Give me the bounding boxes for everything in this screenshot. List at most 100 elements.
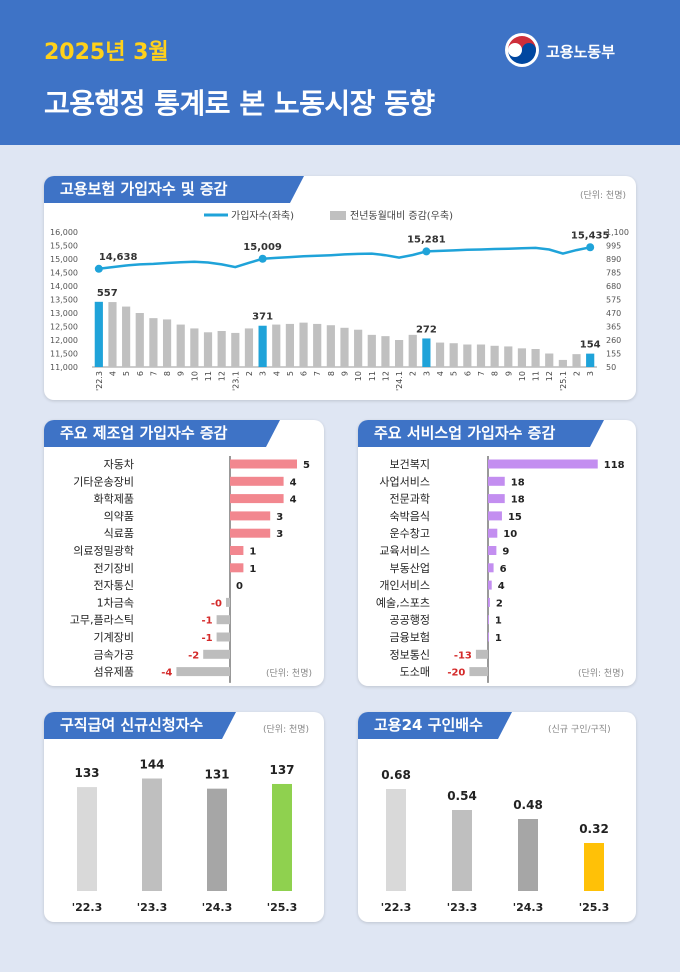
left-axis-tick: 15,500 (50, 242, 78, 251)
line-point (586, 243, 595, 252)
bar (217, 331, 226, 367)
bar (545, 353, 554, 367)
right-axis-tick: 680 (606, 282, 621, 291)
x-tick-label: 6 (136, 371, 145, 376)
manufacturing-chart: 자동차 5 기타운송장비 4 화학제품 4 의약품 3 식료품 3 의료정밀광학 1 전기장비 1 전자통신… (70, 456, 310, 683)
x-tick-label: '23.3 (137, 901, 168, 914)
x-tick-label: 12 (218, 371, 227, 381)
bar (395, 340, 404, 367)
bar (381, 336, 390, 367)
bar (272, 324, 281, 367)
value-label: 4 (290, 477, 297, 488)
left-axis-tick: 11,000 (50, 363, 78, 372)
bar (272, 783, 292, 891)
bar (203, 332, 213, 367)
insurance-panel-title: 고용보험 가입자수 및 증감 (44, 176, 304, 203)
value-label: 6 (500, 564, 507, 575)
bar (135, 313, 144, 367)
bar (162, 319, 172, 367)
value-label: 2 (496, 598, 503, 609)
value-label: -13 (454, 650, 472, 661)
x-tick-label: 7 (477, 371, 486, 376)
bar (230, 563, 244, 573)
x-tick-label: '23.3 (447, 901, 478, 914)
category-label: 개인서비스 (379, 579, 430, 592)
value-label: -2 (188, 650, 199, 661)
bar (469, 667, 488, 677)
bar (408, 334, 417, 367)
category-label: 운수창고 (390, 527, 430, 540)
bar (231, 332, 240, 367)
value-label: 0.68 (381, 768, 411, 782)
x-tick-label: 5 (450, 371, 459, 376)
category-label: 고무,플라스틱 (70, 614, 134, 627)
value-label: 1 (249, 547, 256, 558)
value-label: 1 (249, 564, 256, 575)
x-tick-label: 5 (286, 371, 295, 376)
value-label: 4 (290, 495, 297, 506)
left-axis-tick: 16,000 (50, 228, 78, 237)
bar (367, 334, 376, 367)
line-point (422, 247, 431, 256)
value-label: 3 (276, 512, 283, 523)
ministry-name: 고용노동부 (546, 43, 616, 61)
line-value-label: 15,435 (571, 230, 610, 241)
value-label: 15 (508, 512, 522, 523)
category-label: 1차금속 (97, 596, 134, 609)
bar (258, 325, 267, 367)
line-value-label: 15,281 (407, 234, 446, 245)
left-axis-tick: 11,500 (50, 350, 78, 359)
x-tick-label: 3 (422, 371, 431, 376)
value-label: 9 (502, 547, 509, 558)
left-axis-tick: 12,500 (50, 323, 78, 332)
x-tick-label: '25.3 (579, 901, 610, 914)
bar (230, 476, 284, 486)
bar (422, 338, 431, 367)
category-label: 전기장비 (94, 562, 134, 575)
left-axis-tick: 13,500 (50, 296, 78, 305)
x-tick-label: 6 (300, 371, 309, 376)
right-axis-tick: 365 (606, 323, 621, 332)
bar (504, 346, 513, 367)
bar (488, 528, 498, 538)
value-label: 5 (303, 460, 310, 471)
bar (488, 580, 492, 590)
line-point (94, 264, 103, 273)
bar-value-label: 557 (97, 288, 118, 299)
bar (435, 342, 445, 367)
bar (488, 476, 505, 486)
insurance-panel: 고용보험 가입자수 및 증감 (단위: 천명) 가입자수(좌축) 전년동월대비 증… (44, 176, 636, 400)
bar (203, 649, 230, 659)
bar (476, 344, 486, 367)
bar-value-label: 371 (252, 312, 273, 323)
value-label: 144 (139, 758, 164, 772)
x-tick-label: 7 (149, 371, 158, 376)
bar (586, 353, 595, 367)
bar-value-label: 272 (416, 324, 437, 335)
page-title: 고용행정 통계로 본 노동시장 동향 (44, 87, 435, 120)
x-tick-label: 2 (573, 371, 582, 376)
category-label: 금융보험 (390, 631, 430, 644)
category-label: 기타운송장비 (73, 475, 134, 488)
bar (299, 322, 308, 367)
left-axis-tick: 14,500 (50, 269, 78, 278)
category-label: 기계장비 (94, 631, 134, 644)
services-chart: 보건복지 118 사업서비스 18 전문과학 18 숙박음식 15 운수창고 10 교육서비스 9 부동… (376, 456, 625, 683)
bar (230, 459, 297, 469)
category-label: 섬유제품 (94, 666, 134, 679)
category-label: 숙박음식 (390, 510, 430, 523)
value-label: -1 (201, 633, 212, 644)
value-label: 1 (495, 633, 502, 644)
x-tick-label: 3 (259, 371, 268, 376)
taegeuk-icon (505, 33, 539, 67)
category-label: 자동차 (104, 458, 134, 471)
category-label: 의약품 (104, 509, 134, 523)
jobseekers-panel: 구직급여 신규신청자수 (단위: 천명) 133 '22.3 144 '23.3 131… (44, 712, 324, 922)
bar (572, 354, 581, 367)
bar (386, 789, 406, 891)
x-tick-label: 11 (368, 371, 377, 381)
value-label: 0.32 (579, 822, 609, 836)
line-point (258, 254, 267, 263)
job24-unit: (신규 구인/구직) (548, 725, 611, 735)
value-label: 18 (511, 477, 525, 488)
